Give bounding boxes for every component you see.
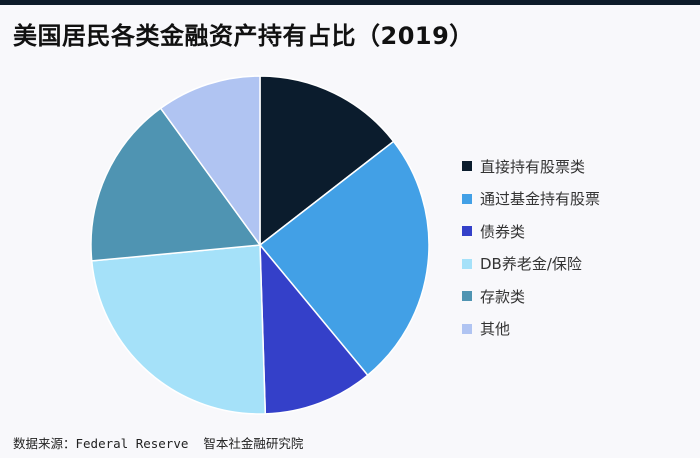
legend-swatch: [462, 323, 472, 334]
legend-item: 债券类: [462, 215, 600, 248]
source-note: 数据来源：Federal Reserve 智本社金融研究院: [13, 436, 304, 451]
pie-slice-1: [259, 75, 395, 247]
pie-slice-5: [90, 107, 262, 262]
legend-item: 其他: [462, 313, 600, 346]
legend-item: 通过基金持有股票: [462, 183, 600, 216]
chart-legend: 直接持有股票类 通过基金持有股票 债券类 DB养老金/保险 存款类其他: [462, 150, 600, 345]
legend-item: DB养老金/保险: [462, 248, 600, 281]
legend-swatch: [462, 291, 472, 302]
pie-slice-6: [159, 75, 261, 248]
legend-swatch: [462, 258, 472, 269]
legend-label: DB养老金/保险: [480, 255, 582, 274]
pie-slice-3: [259, 242, 369, 415]
legend-label: 存款类: [480, 287, 526, 306]
legend-item: 存款类: [462, 280, 600, 313]
legend-label: 直接持有股票类: [480, 157, 586, 176]
pie-slice-4: [90, 244, 267, 415]
legend-label: 通过基金持有股票: [480, 190, 601, 209]
pie-slice-2: [258, 140, 430, 377]
legend-swatch: [462, 161, 472, 172]
chart-title: 美国居民各类金融资产持有占比（2019）: [13, 22, 474, 50]
legend-label: 债券类: [480, 222, 526, 241]
top-accent-bar: [0, 0, 700, 5]
legend-label: 其他: [480, 320, 511, 339]
legend-item: 直接持有股票类: [462, 150, 600, 183]
legend-swatch: [462, 226, 472, 237]
legend-swatch: [462, 193, 472, 204]
